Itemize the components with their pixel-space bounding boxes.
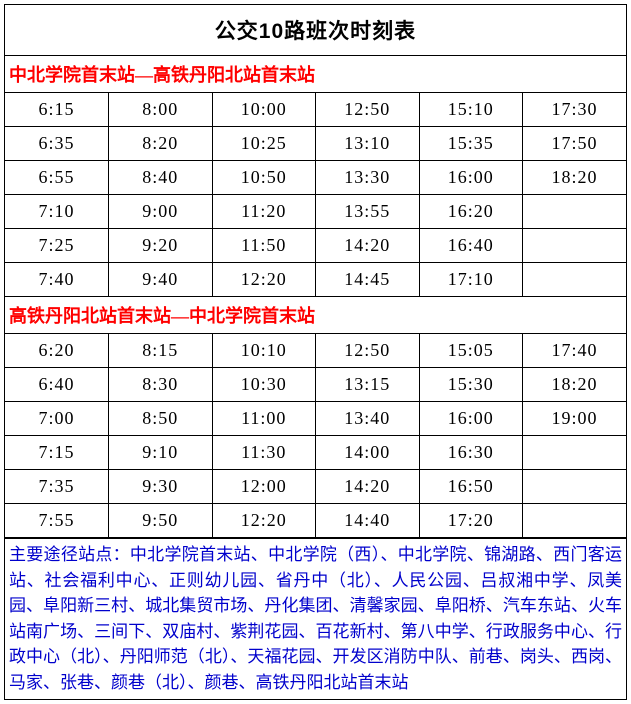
time-cell: 7:40 (5, 263, 109, 297)
time-cell: 10:50 (212, 161, 316, 195)
time-cell: 8:00 (109, 93, 213, 127)
section-header-1: 中北学院首末站—高铁丹阳北站首末站 (5, 56, 626, 93)
time-cell: 13:10 (316, 127, 420, 161)
time-cell: 17:50 (523, 127, 627, 161)
table-row: 7:409:4012:2014:4517:10 (5, 263, 626, 297)
schedule-table-1: 6:158:0010:0012:5015:1017:306:358:2010:2… (5, 93, 626, 297)
time-cell (523, 263, 627, 297)
time-cell: 19:00 (523, 402, 627, 436)
time-cell: 16:50 (419, 470, 523, 504)
time-cell: 7:55 (5, 504, 109, 538)
time-cell: 9:20 (109, 229, 213, 263)
time-cell: 16:40 (419, 229, 523, 263)
time-cell: 16:00 (419, 402, 523, 436)
time-cell: 9:50 (109, 504, 213, 538)
time-cell: 16:00 (419, 161, 523, 195)
table-row: 6:408:3010:3013:1515:3018:20 (5, 368, 626, 402)
time-cell: 8:15 (109, 334, 213, 368)
time-cell: 16:30 (419, 436, 523, 470)
table-row: 6:558:4010:5013:3016:0018:20 (5, 161, 626, 195)
time-cell: 15:30 (419, 368, 523, 402)
time-cell: 18:20 (523, 161, 627, 195)
time-cell: 10:00 (212, 93, 316, 127)
time-cell: 15:35 (419, 127, 523, 161)
time-cell: 7:00 (5, 402, 109, 436)
time-cell: 7:10 (5, 195, 109, 229)
time-cell: 17:30 (523, 93, 627, 127)
table-row: 6:208:1510:1012:5015:0517:40 (5, 334, 626, 368)
stops-note: 主要途径站点：中北学院首末站、中北学院（西）、中北学院、锦湖路、西门客运站、社会… (5, 538, 626, 699)
time-cell (523, 195, 627, 229)
table-row: 6:358:2010:2513:1015:3517:50 (5, 127, 626, 161)
time-cell: 6:35 (5, 127, 109, 161)
time-cell: 8:20 (109, 127, 213, 161)
time-cell: 9:40 (109, 263, 213, 297)
time-cell: 14:45 (316, 263, 420, 297)
page-title: 公交10路班次时刻表 (5, 5, 626, 56)
time-cell: 8:50 (109, 402, 213, 436)
time-cell: 18:20 (523, 368, 627, 402)
time-cell: 10:10 (212, 334, 316, 368)
time-cell: 9:30 (109, 470, 213, 504)
time-cell (523, 504, 627, 538)
time-cell: 7:15 (5, 436, 109, 470)
section-header-2: 高铁丹阳北站首末站—中北学院首末站 (5, 297, 626, 334)
time-cell: 8:30 (109, 368, 213, 402)
table-row: 7:159:1011:3014:0016:30 (5, 436, 626, 470)
time-cell: 17:20 (419, 504, 523, 538)
time-cell: 14:40 (316, 504, 420, 538)
time-cell: 13:15 (316, 368, 420, 402)
time-cell: 6:55 (5, 161, 109, 195)
time-cell: 6:40 (5, 368, 109, 402)
time-cell: 9:10 (109, 436, 213, 470)
time-cell: 15:10 (419, 93, 523, 127)
time-cell: 16:20 (419, 195, 523, 229)
time-cell: 12:50 (316, 334, 420, 368)
time-cell: 12:20 (212, 504, 316, 538)
time-cell: 13:40 (316, 402, 420, 436)
time-cell (523, 436, 627, 470)
time-cell: 14:20 (316, 229, 420, 263)
time-cell: 11:30 (212, 436, 316, 470)
time-cell: 6:15 (5, 93, 109, 127)
time-cell (523, 229, 627, 263)
table-row: 6:158:0010:0012:5015:1017:30 (5, 93, 626, 127)
time-cell: 15:05 (419, 334, 523, 368)
time-cell: 13:30 (316, 161, 420, 195)
time-cell: 8:40 (109, 161, 213, 195)
timetable-container: 公交10路班次时刻表 中北学院首末站—高铁丹阳北站首末站 6:158:0010:… (4, 4, 627, 700)
time-cell: 10:25 (212, 127, 316, 161)
time-cell: 11:00 (212, 402, 316, 436)
time-cell: 12:50 (316, 93, 420, 127)
table-row: 7:008:5011:0013:4016:0019:00 (5, 402, 626, 436)
time-cell: 7:25 (5, 229, 109, 263)
table-row: 7:559:5012:2014:4017:20 (5, 504, 626, 538)
table-row: 7:109:0011:2013:5516:20 (5, 195, 626, 229)
time-cell: 10:30 (212, 368, 316, 402)
time-cell: 14:20 (316, 470, 420, 504)
time-cell: 11:20 (212, 195, 316, 229)
time-cell: 7:35 (5, 470, 109, 504)
time-cell: 12:00 (212, 470, 316, 504)
time-cell (523, 470, 627, 504)
time-cell: 14:00 (316, 436, 420, 470)
time-cell: 17:10 (419, 263, 523, 297)
table-row: 7:259:2011:5014:2016:40 (5, 229, 626, 263)
time-cell: 6:20 (5, 334, 109, 368)
time-cell: 13:55 (316, 195, 420, 229)
time-cell: 11:50 (212, 229, 316, 263)
time-cell: 17:40 (523, 334, 627, 368)
schedule-table-2: 6:208:1510:1012:5015:0517:406:408:3010:3… (5, 334, 626, 538)
time-cell: 12:20 (212, 263, 316, 297)
time-cell: 9:00 (109, 195, 213, 229)
table-row: 7:359:3012:0014:2016:50 (5, 470, 626, 504)
